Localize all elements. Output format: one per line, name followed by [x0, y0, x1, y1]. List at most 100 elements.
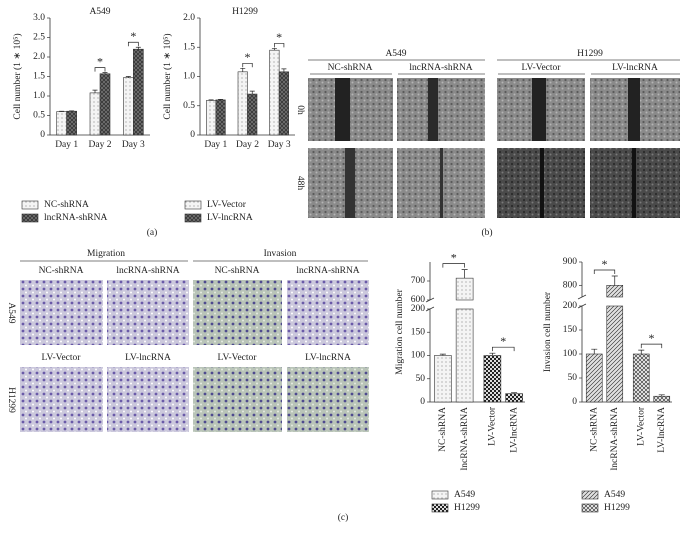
bar [206, 100, 217, 136]
row-label: 0h [295, 105, 305, 115]
x-tick-label: Day 3 [122, 140, 145, 150]
error-bar [218, 98, 224, 100]
error-bar [271, 48, 277, 51]
image [397, 78, 485, 141]
y-tick-label: 0 [420, 397, 425, 407]
x-tick-label: Day 2 [236, 140, 259, 150]
column-label: LV-Vector [42, 353, 82, 363]
wound-gap [428, 78, 438, 141]
y-tick-label: 700 [411, 276, 426, 286]
bar [585, 353, 603, 403]
significance-label: * [276, 30, 282, 44]
column-label: NC-shRNA [39, 266, 84, 276]
y-tick-label: 2.0 [33, 52, 45, 62]
row-label: A549 [6, 302, 16, 323]
bar [247, 93, 258, 136]
assay-label: Migration [87, 249, 125, 259]
x-tick-label: Day 3 [268, 140, 291, 150]
chart-title: H1299 [232, 7, 258, 17]
error-bar [461, 269, 468, 279]
significance-bracket [442, 263, 465, 268]
cell-line-label: A549 [385, 49, 406, 59]
column-label: NC-shRNA [215, 266, 260, 276]
legend-label: NC-shRNA [44, 200, 89, 210]
y-tick-label: 0.5 [33, 111, 45, 121]
panel-label: (a) [147, 227, 158, 238]
y-tick-label: 1.5 [183, 42, 195, 52]
y-axis-label: Invasion cell number [543, 291, 553, 372]
chart: 0 0.5 1.0 1.5 2.0 2.5 3.0 Cell number (1 ∗ 10⁵)… [12, 7, 150, 223]
bar [434, 355, 452, 403]
legend-label: lncRNA-shRNA [44, 213, 107, 223]
bar [606, 305, 624, 403]
legend-swatch [21, 213, 39, 223]
error-bar [92, 89, 98, 93]
y-axis-label: Migration cell number [395, 288, 405, 374]
error-bar [125, 76, 131, 78]
image [20, 367, 103, 432]
image [107, 367, 189, 432]
bar [133, 48, 144, 136]
error-bar [611, 275, 618, 286]
significance-bracket [640, 343, 663, 349]
error-bar [135, 46, 141, 50]
y-tick-label: 0 [40, 130, 45, 140]
legend-swatch [431, 490, 449, 500]
bar [89, 92, 101, 136]
row-label: 48h [295, 176, 305, 191]
significance-bracket [127, 41, 139, 47]
micrographs [308, 78, 680, 218]
significance-bracket [274, 43, 285, 48]
legend-label: H1299 [454, 503, 480, 513]
bar [123, 77, 134, 136]
image [308, 78, 393, 141]
error-bar [102, 72, 108, 74]
error-bar [208, 99, 214, 101]
y-tick-label: 2.0 [183, 13, 195, 23]
error-bar [240, 67, 246, 72]
y-tick-label: 1.5 [33, 72, 45, 82]
panel-label: (c) [338, 512, 349, 523]
bar [66, 110, 77, 136]
x-tick-label: LV-lncRNA [509, 407, 519, 453]
bar [653, 395, 671, 403]
legend-label: LV-lncRNA [207, 213, 253, 223]
y-tick-label: 0.5 [183, 101, 195, 111]
image [193, 280, 282, 345]
y-tick-label: 600 [411, 295, 426, 305]
transwell-panel: Migration Invasion NC-shRNA lncRNA-shRNA… [6, 249, 369, 432]
bar [99, 73, 111, 136]
y-tick-label: 100 [411, 351, 426, 361]
y-tick-label: 800 [563, 281, 578, 291]
x-tick-label: LV-Vector [636, 406, 646, 446]
significance-bracket [242, 62, 253, 68]
legend-label: A549 [604, 490, 625, 500]
y-tick-label: 2.5 [33, 33, 45, 43]
chart: 0 0.5 1.0 1.5 2.0 Cell number (1 ∗ 10⁵) H1299 D… [162, 7, 295, 223]
image [193, 367, 282, 432]
y-tick-label: 0 [572, 397, 577, 407]
y-tick-label: 900 [563, 257, 578, 267]
significance-label: * [451, 250, 457, 264]
wound-gap [632, 148, 636, 218]
image [287, 367, 369, 432]
bar [483, 355, 502, 403]
bar [505, 393, 523, 403]
x-tick-label: NC-shRNA [438, 407, 448, 452]
significance-label: * [500, 334, 506, 348]
y-tick-label: 1.0 [33, 91, 45, 101]
y-tick-label: 50 [416, 374, 426, 384]
y-axis-label: Cell number (1 ∗ 10⁵) [12, 33, 23, 119]
error-bar [591, 348, 598, 354]
bar [215, 99, 226, 136]
error-bar [281, 68, 287, 72]
error-bar [658, 394, 665, 397]
wound-gap [345, 148, 355, 218]
y-tick-label: 200 [563, 301, 578, 311]
wound-gap [532, 78, 546, 141]
error-bar [489, 352, 496, 356]
chart-title: A549 [89, 7, 110, 17]
significance-bracket [94, 67, 106, 72]
